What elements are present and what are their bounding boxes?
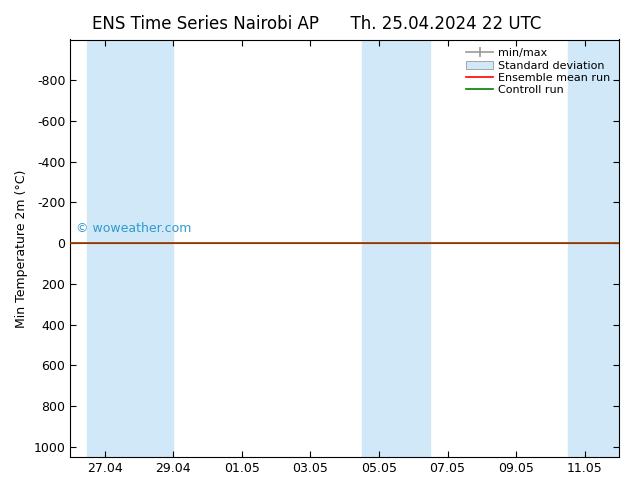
Bar (567, 40, 619, 457)
Text: © woweather.com: © woweather.com (76, 222, 191, 235)
Legend: min/max, Standard deviation, Ensemble mean run, Controll run: min/max, Standard deviation, Ensemble me… (462, 45, 614, 98)
Bar (362, 40, 430, 457)
Bar (87, 40, 173, 457)
Text: ENS Time Series Nairobi AP      Th. 25.04.2024 22 UTC: ENS Time Series Nairobi AP Th. 25.04.202… (93, 15, 541, 33)
Y-axis label: Min Temperature 2m (°C): Min Temperature 2m (°C) (15, 169, 28, 327)
